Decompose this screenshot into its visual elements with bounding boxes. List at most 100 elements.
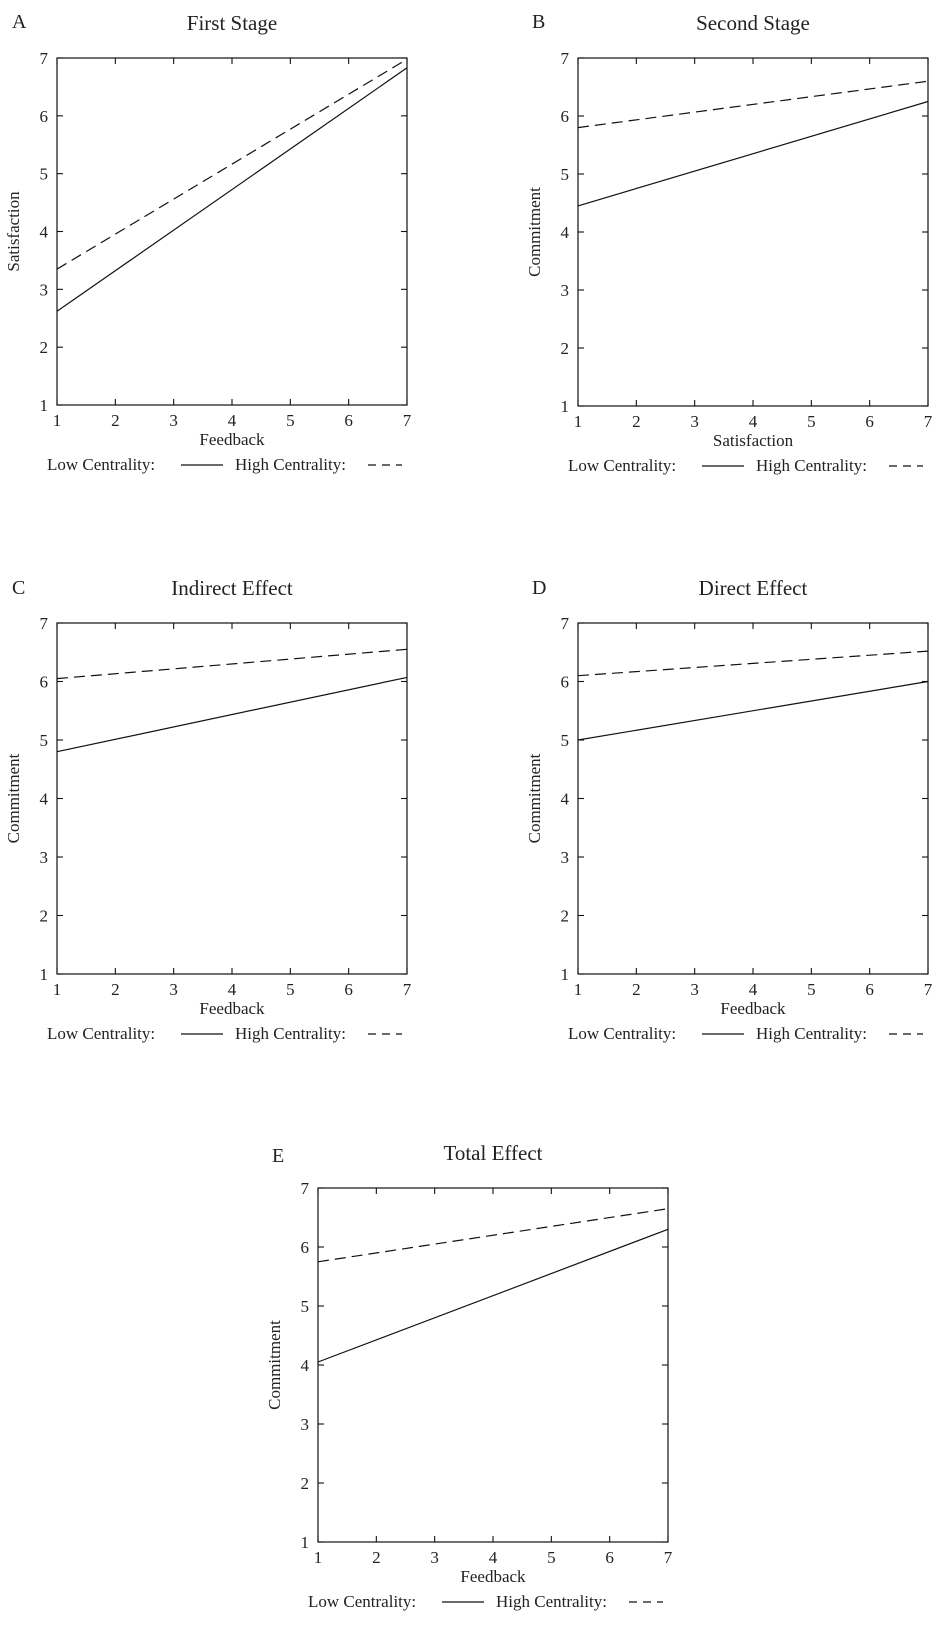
y-tick-label: 4 (40, 223, 49, 242)
y-tick-label: 2 (561, 339, 570, 358)
chart-title: Indirect Effect (171, 576, 293, 600)
x-tick-label: 3 (690, 412, 699, 431)
low-centrality-line (56, 67, 408, 312)
y-tick-label: 5 (301, 1297, 310, 1316)
x-tick-label: 6 (344, 411, 353, 430)
x-tick-label: 4 (749, 980, 758, 999)
y-tick-label: 1 (40, 396, 49, 415)
y-axis-label: Commitment (525, 753, 544, 843)
y-tick-label: 3 (40, 848, 49, 867)
y-tick-label: 7 (561, 49, 570, 68)
x-tick-label: 2 (632, 412, 641, 431)
x-tick-label: 6 (865, 412, 874, 431)
y-tick-label: 6 (40, 107, 49, 126)
y-axis-label: Commitment (525, 187, 544, 277)
low-centrality-line (317, 1228, 669, 1363)
x-tick-label: 6 (865, 980, 874, 999)
y-tick-label: 1 (301, 1533, 310, 1552)
x-tick-label: 3 (169, 411, 178, 430)
plot-frame (56, 622, 408, 975)
y-tick-label: 7 (40, 49, 49, 68)
y-axis-label: Satisfaction (4, 191, 23, 272)
high-centrality-line (56, 58, 408, 270)
legend-low-label: Low Centrality: (47, 1024, 155, 1043)
chart-panel-a: A First Stage 1 2 3 4 5 6 7 1 2 3 4 5 6 7 Feedback Satisf… (4, 11, 412, 474)
panel-letter: B (532, 11, 545, 33)
x-tick-label: 4 (749, 412, 758, 431)
chart-title: First Stage (187, 11, 277, 35)
panel-letter: D (532, 577, 546, 599)
y-tick-label: 4 (301, 1356, 310, 1375)
panel-letter: C (12, 577, 25, 599)
y-tick-label: 6 (301, 1238, 310, 1257)
chart-title: Second Stage (696, 11, 810, 35)
high-centrality-line (577, 650, 929, 677)
y-tick-label: 2 (40, 338, 49, 357)
plot-frame (577, 57, 929, 407)
y-tick-label: 6 (561, 107, 570, 126)
panel-letter: E (272, 1145, 284, 1167)
y-tick-label: 1 (561, 397, 570, 416)
high-centrality-line (577, 80, 929, 129)
y-tick-label: 5 (561, 731, 570, 750)
x-tick-label: 7 (403, 980, 412, 999)
chart-panel-d: D Direct Effect 1 2 3 4 5 6 7 1 2 3 4 5 6 7 Feedback Comm… (525, 576, 933, 1043)
y-axis-label: Commitment (265, 1320, 284, 1410)
y-tick-label: 4 (40, 790, 49, 809)
chart-title: Total Effect (443, 1141, 542, 1165)
legend-high-label: High Centrality: (756, 1024, 867, 1043)
x-tick-label: 2 (632, 980, 641, 999)
legend-high-label: High Centrality: (235, 1024, 346, 1043)
x-tick-label: 2 (372, 1548, 381, 1567)
y-tick-label: 4 (561, 790, 570, 809)
y-tick-label: 6 (40, 673, 49, 692)
x-tick-label: 4 (228, 411, 237, 430)
legend-low-label: Low Centrality: (568, 1024, 676, 1043)
chart-title: Direct Effect (699, 576, 808, 600)
high-centrality-line (56, 648, 408, 680)
low-centrality-line (56, 676, 408, 753)
y-tick-label: 1 (40, 965, 49, 984)
x-tick-label: 1 (574, 412, 583, 431)
y-tick-label: 5 (40, 165, 49, 184)
x-axis-label: Satisfaction (713, 431, 794, 450)
panel-letter: A (12, 11, 27, 33)
high-centrality-line (317, 1208, 669, 1263)
x-tick-label: 4 (489, 1548, 498, 1567)
plot-frame (317, 1187, 669, 1543)
legend-low-label: Low Centrality: (308, 1592, 416, 1611)
x-axis-label: Feedback (460, 1567, 526, 1586)
x-tick-label: 7 (664, 1548, 673, 1567)
y-tick-label: 2 (561, 907, 570, 926)
x-tick-label: 7 (924, 980, 933, 999)
x-axis-label: Feedback (199, 999, 265, 1018)
x-tick-label: 5 (807, 412, 816, 431)
chart-panel-b: B Second Stage 1 2 3 4 5 6 7 1 2 3 4 5 6 7 Satisfaction C… (525, 11, 933, 475)
legend-high-label: High Centrality: (496, 1592, 607, 1611)
low-centrality-line (577, 100, 929, 207)
low-centrality-line (577, 680, 929, 741)
legend-high-label: High Centrality: (235, 455, 346, 474)
x-tick-label: 5 (547, 1548, 556, 1567)
x-tick-label: 2 (111, 980, 120, 999)
x-tick-label: 1 (314, 1548, 323, 1567)
y-tick-label: 7 (301, 1179, 310, 1198)
y-tick-label: 7 (561, 614, 570, 633)
x-tick-label: 1 (574, 980, 583, 999)
plot-frame (577, 622, 929, 975)
x-tick-label: 5 (807, 980, 816, 999)
chart-panel-c: C Indirect Effect 1 2 3 4 5 6 7 1 2 3 4 5 6 7 Feedback Co… (4, 576, 412, 1043)
y-tick-label: 3 (301, 1415, 310, 1434)
x-tick-label: 2 (111, 411, 120, 430)
plot-frame (56, 57, 408, 406)
y-tick-label: 1 (561, 965, 570, 984)
x-tick-label: 3 (169, 980, 178, 999)
x-tick-label: 1 (53, 411, 62, 430)
y-tick-label: 5 (561, 165, 570, 184)
y-tick-label: 3 (561, 848, 570, 867)
chart-panel-e: E Total Effect 1 2 3 4 5 6 7 1 2 3 4 5 6 7 Feedback Commi… (265, 1141, 673, 1611)
x-tick-label: 6 (344, 980, 353, 999)
y-tick-label: 6 (561, 673, 570, 692)
x-tick-label: 3 (690, 980, 699, 999)
